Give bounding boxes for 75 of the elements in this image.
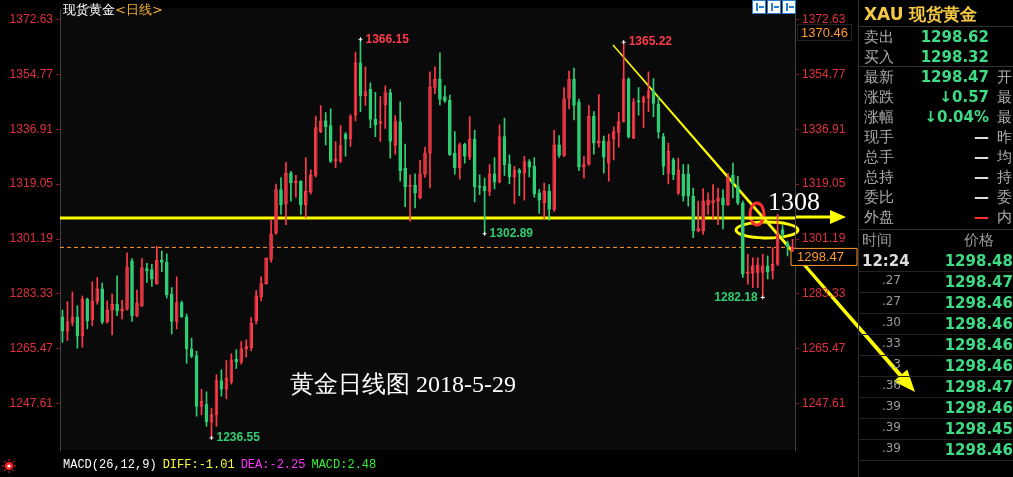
category-label: 委比 xyxy=(864,188,894,207)
text: 1298.46 xyxy=(944,357,1013,375)
text: — xyxy=(974,168,989,186)
text: .27 xyxy=(881,294,901,308)
y2-tick-label: 1336.91 xyxy=(802,121,846,136)
chart-title: 现货黄金 xyxy=(63,2,115,17)
text: 12:24 xyxy=(862,252,910,270)
category-label: 最 xyxy=(997,108,1012,126)
text: 1298.46 xyxy=(944,399,1013,417)
annotation: 1365.22 xyxy=(628,34,673,49)
category-label: 总手 xyxy=(864,148,894,167)
text: 1298.45 xyxy=(944,420,1013,438)
text: .39 xyxy=(881,399,901,413)
category-label: 外盘 xyxy=(864,208,894,227)
text: — xyxy=(974,148,989,166)
y-tick-label: 1372.63 xyxy=(9,11,54,26)
text: MACD(26,12,9) DIFF:-1.01 DEA:-2.25 MACD:2.48 xyxy=(63,458,377,472)
text: 1298.47 xyxy=(944,378,1013,396)
y-tick-label: 1247.61 xyxy=(9,396,54,411)
text: — xyxy=(974,208,989,226)
text: 时间 xyxy=(862,231,892,249)
text: .36 xyxy=(881,378,901,392)
category-label: 委 xyxy=(997,188,1012,206)
category-label: 卖出 xyxy=(864,28,894,47)
y-tick-label: 1301.19 xyxy=(9,231,54,246)
text: 1370.46 xyxy=(797,24,852,41)
category-label: 涨跌 xyxy=(864,88,894,107)
text: 价格 xyxy=(964,231,994,249)
y2-tick-label: 1247.61 xyxy=(802,396,846,411)
text: ↓0.57 xyxy=(939,88,989,106)
category-label: 最 xyxy=(997,88,1012,106)
text: 1298.62 xyxy=(920,28,989,46)
y2-tick-label: 1265.47 xyxy=(802,341,846,356)
text: — xyxy=(974,188,989,206)
chart-subtitle: <日线> xyxy=(115,2,163,17)
annotation: 1366.15 xyxy=(365,31,410,46)
text: 1298.47 xyxy=(920,68,989,86)
text: — xyxy=(974,128,989,146)
text: 1298.48 xyxy=(944,252,1013,270)
text: .33 xyxy=(881,336,901,350)
y-tick-label: 1283.33 xyxy=(9,286,54,301)
y2-tick-label: 1301.19 xyxy=(802,231,846,246)
y-tick-label: 1336.91 xyxy=(9,121,54,136)
text: .30 xyxy=(881,315,901,329)
text: .27 xyxy=(881,273,901,287)
category-label: 昨 xyxy=(997,128,1012,146)
text: 1298.47 xyxy=(944,273,1013,291)
annotation: 1236.55 xyxy=(216,430,261,445)
text: ↓0.04% xyxy=(924,108,989,126)
text: 1298.46 xyxy=(944,441,1013,459)
category-label: 总持 xyxy=(864,168,894,187)
category-label: 最新 xyxy=(864,68,894,87)
y-tick-label: 1354.77 xyxy=(9,66,54,81)
annotation: 黄金日线图 2018-5-29 xyxy=(290,370,516,399)
category-label: 持 xyxy=(997,168,1012,186)
y-tick-label: 1319.05 xyxy=(9,176,54,191)
annotation: 1302.89 xyxy=(489,226,534,241)
y-tick-label: 1265.47 xyxy=(9,341,54,356)
category-label: 买入 xyxy=(864,48,894,67)
annotation: 1282.18 xyxy=(714,289,759,304)
category-label: 现手 xyxy=(864,128,894,147)
ref-line-label: 1298.47 xyxy=(797,248,844,264)
text: 1298.32 xyxy=(920,48,989,66)
text: 1298.46 xyxy=(944,336,1013,354)
y2-tick-label: 1354.77 xyxy=(802,66,846,81)
text: .39 xyxy=(881,441,901,455)
text: 1298.46 xyxy=(944,315,1013,333)
text: 1298.46 xyxy=(944,294,1013,312)
category-label: 均 xyxy=(997,148,1012,166)
y2-tick-label: 1372.63 xyxy=(802,11,846,26)
text: .39 xyxy=(881,420,901,434)
category-label: 内 xyxy=(997,208,1012,226)
category-label: 涨幅 xyxy=(864,108,894,127)
text: XAU 现货黄金 xyxy=(864,3,978,26)
category-label: 开 xyxy=(997,68,1012,86)
